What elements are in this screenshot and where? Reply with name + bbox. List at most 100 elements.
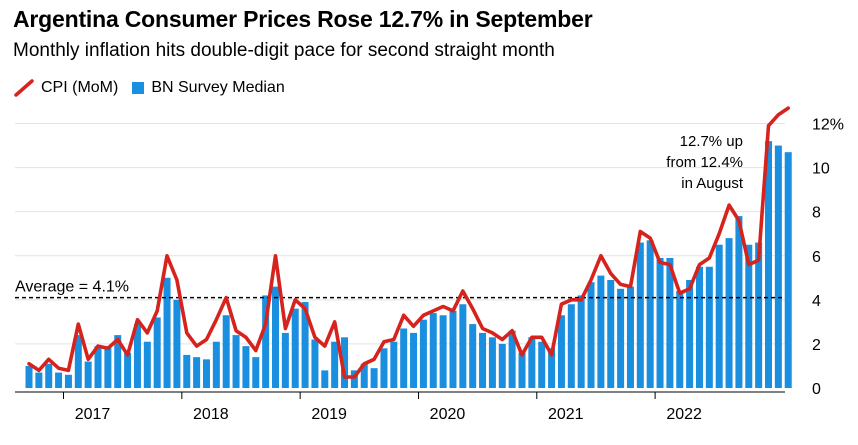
bar — [55, 372, 63, 388]
bar — [686, 280, 694, 388]
bar — [341, 337, 349, 388]
bar — [390, 341, 398, 388]
bar — [360, 363, 368, 388]
bar — [104, 346, 112, 388]
bar — [459, 304, 467, 388]
bar — [735, 216, 743, 388]
bar — [666, 257, 674, 388]
bar — [84, 361, 92, 388]
bar — [232, 335, 240, 388]
bar — [784, 152, 792, 388]
bar — [607, 280, 615, 388]
bar — [124, 352, 132, 388]
annotation-line: from 12.4% — [666, 154, 743, 171]
legend-label-cpi: CPI (MoM) — [41, 79, 119, 96]
bar — [301, 302, 309, 388]
bar — [518, 352, 526, 388]
y-tick-label: 2 — [812, 337, 821, 354]
bar — [143, 341, 151, 388]
y-tick-label: 8 — [812, 205, 821, 222]
line-series — [27, 106, 791, 379]
x-tick-label: 2019 — [311, 406, 347, 423]
bar — [272, 286, 279, 388]
bar — [705, 266, 713, 388]
y-tick-label: 0 — [812, 381, 821, 398]
legend: CPI (MoM) BN Survey Median — [13, 77, 299, 99]
bar — [597, 275, 605, 388]
bar — [715, 244, 723, 388]
bar — [765, 141, 772, 388]
y-tick-label: 12% — [812, 117, 844, 134]
bar — [745, 244, 753, 388]
bar — [587, 282, 595, 388]
bar — [725, 238, 733, 388]
bar — [212, 341, 220, 388]
bar — [538, 341, 546, 388]
bar — [419, 319, 427, 388]
x-tick-label: 2020 — [430, 406, 466, 423]
y-tick-label: 10 — [812, 161, 830, 178]
chart-subtitle: Monthly inflation hits double-digit pace… — [13, 40, 555, 61]
bar — [577, 295, 585, 388]
bar — [183, 354, 191, 388]
bar — [114, 335, 122, 388]
chart-title: Argentina Consumer Prices Rose 12.7% in … — [13, 6, 593, 32]
legend-label-survey: BN Survey Median — [151, 79, 285, 96]
legend-item-survey: BN Survey Median — [132, 79, 285, 97]
annotation: 12.7% up from 12.4% in August — [666, 133, 744, 192]
bar — [755, 242, 763, 388]
y-tick-label: 6 — [812, 249, 821, 266]
bar — [242, 346, 250, 388]
bar-series — [25, 141, 792, 388]
bar — [567, 304, 575, 388]
bar — [94, 346, 102, 388]
bar — [153, 317, 161, 388]
bar — [676, 291, 684, 388]
axes: 0 2 4 6 8 10 12% 2017 2018 2019 2020 2021 2022 — [15, 117, 844, 423]
bar — [646, 240, 654, 388]
bar — [45, 363, 53, 388]
bar — [291, 308, 299, 388]
x-tick-label: 2022 — [666, 406, 702, 423]
legend-item-cpi: CPI (MoM) — [13, 78, 118, 98]
bar — [173, 299, 181, 388]
bar — [488, 337, 496, 388]
x-tick-label: 2018 — [193, 406, 229, 423]
y-tick-label: 4 — [812, 293, 821, 310]
bar — [252, 357, 260, 388]
bar — [262, 295, 270, 388]
bar — [133, 324, 141, 388]
x-tick-label: 2021 — [548, 406, 584, 423]
bar — [548, 348, 556, 388]
bar — [626, 286, 634, 388]
bar — [636, 242, 644, 388]
bar — [193, 357, 201, 388]
average-line-group: Average = 4.1% — [15, 279, 783, 299]
bar — [449, 310, 457, 388]
bar — [311, 339, 319, 388]
cpi-line — [27, 106, 791, 379]
bar — [557, 315, 565, 388]
bar — [281, 332, 289, 388]
bar — [617, 288, 625, 388]
bar — [400, 328, 408, 388]
bar — [410, 332, 418, 388]
bar-swatch-icon — [132, 82, 145, 94]
annotation-line: 12.7% up — [680, 133, 743, 150]
bar — [498, 343, 506, 388]
bar — [163, 277, 171, 388]
bar — [695, 266, 703, 388]
bar — [479, 332, 487, 388]
bar — [321, 370, 329, 388]
bar — [469, 324, 477, 388]
bar — [528, 337, 536, 388]
bar — [222, 315, 230, 388]
bar — [350, 370, 358, 388]
bar — [74, 335, 82, 388]
bar — [508, 330, 516, 388]
bar — [25, 365, 33, 388]
line-swatch-icon — [14, 79, 34, 97]
bar — [331, 341, 339, 388]
bar — [370, 368, 378, 388]
